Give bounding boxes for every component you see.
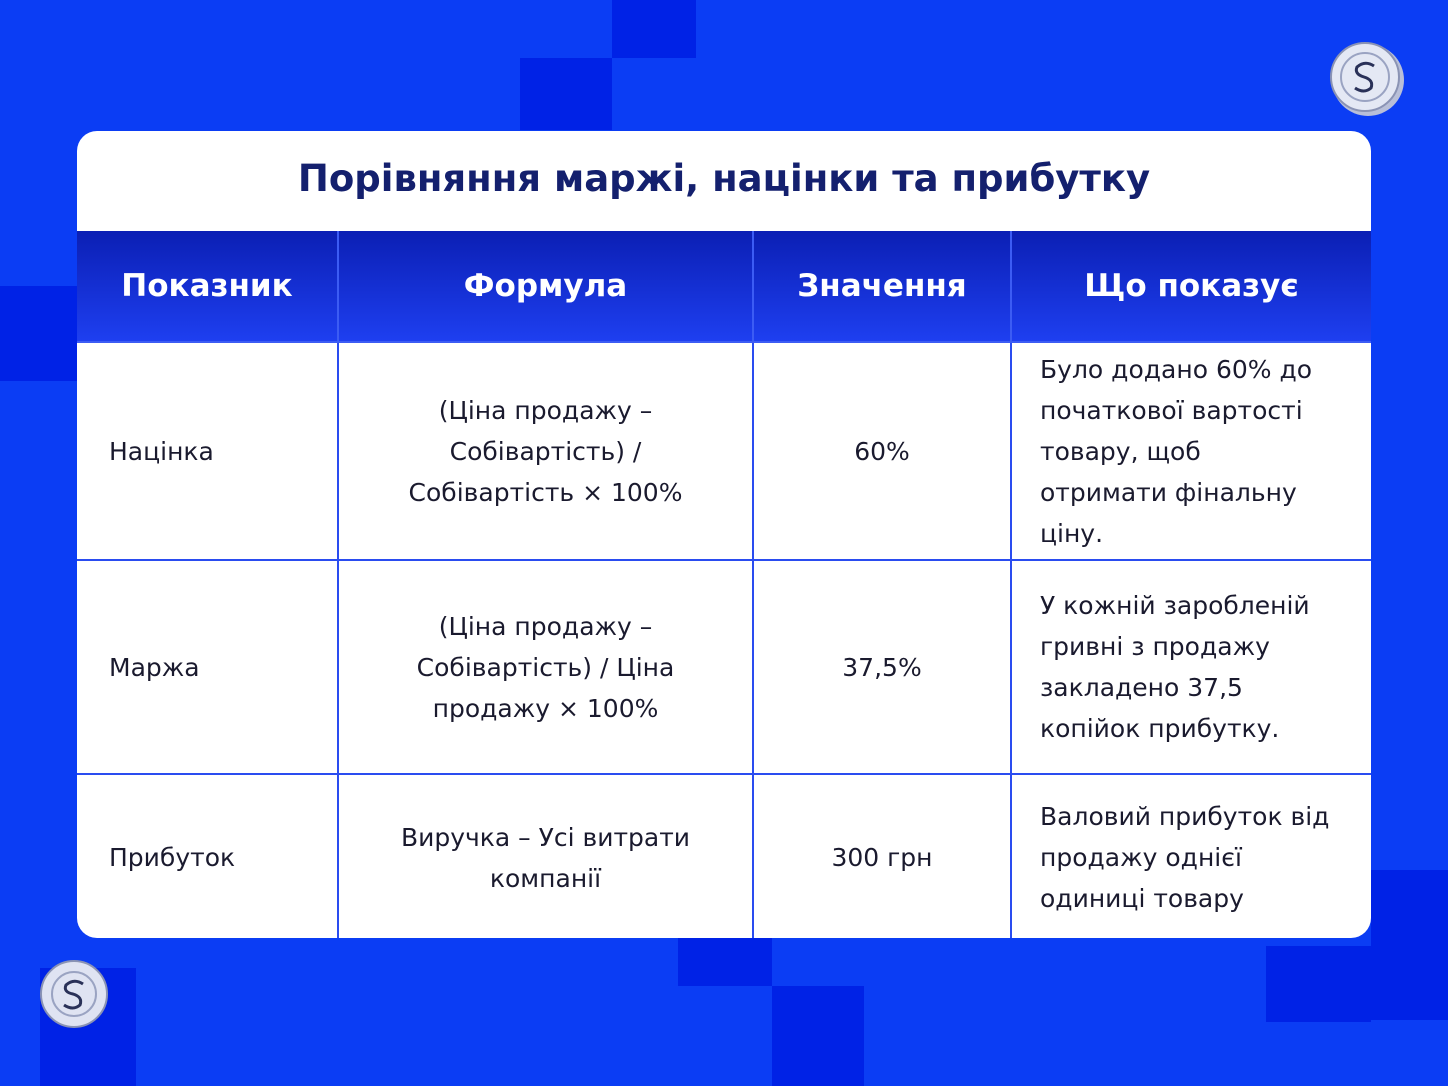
table-cell: (Ціна продажу – Собівартість) / Собіварт… <box>337 341 754 561</box>
table-cell: Маржа <box>77 559 339 775</box>
header-cell: Формула <box>337 231 754 343</box>
table-row: Прибуток Виручка – Усі витрати компанії 30… <box>77 773 1371 938</box>
table-cell: Було додано 60% до початкової вартості т… <box>1010 341 1371 561</box>
table-cell: Виручка – Усі витрати компанії <box>337 773 754 938</box>
table-cell: 300 грн <box>752 773 1012 938</box>
table-row: Націнка (Ціна продажу – Собівартість) / С… <box>77 341 1371 561</box>
header-cell: Що показує <box>1010 231 1371 343</box>
table-cell: Прибуток <box>77 773 339 938</box>
bg-square <box>0 286 77 381</box>
table-cell: Націнка <box>77 341 339 561</box>
coin-icon <box>40 960 108 1028</box>
header-cell: Показник <box>77 231 339 343</box>
table-row: Маржа (Ціна продажу – Собівартість) / Цін… <box>77 559 1371 775</box>
table-cell: У кожній заробленій гривні з продажу зак… <box>1010 559 1371 775</box>
table-cell: 60% <box>752 341 1012 561</box>
bg-square <box>520 58 612 130</box>
coin-icon <box>1330 42 1404 116</box>
bg-square <box>772 986 864 1086</box>
bg-square <box>1371 870 1448 1020</box>
table-cell: 37,5% <box>752 559 1012 775</box>
bg-square <box>1266 946 1371 1022</box>
header-cell: Значення <box>752 231 1012 343</box>
table-cell: (Ціна продажу – Собівартість) / Ціна про… <box>337 559 754 775</box>
header-row: Показник Формула Значення Що показує <box>77 231 1371 343</box>
table-card: Порівняння маржі, націнки та прибутку По… <box>77 131 1371 938</box>
bg-square <box>678 938 772 986</box>
table-cell: Валовий прибуток від продажу однієї один… <box>1010 773 1371 938</box>
comparison-table: Показник Формула Значення Що показує Націнк… <box>77 231 1371 938</box>
title: Порівняння маржі, націнки та прибутку <box>297 157 1151 200</box>
bg-square <box>612 0 696 58</box>
